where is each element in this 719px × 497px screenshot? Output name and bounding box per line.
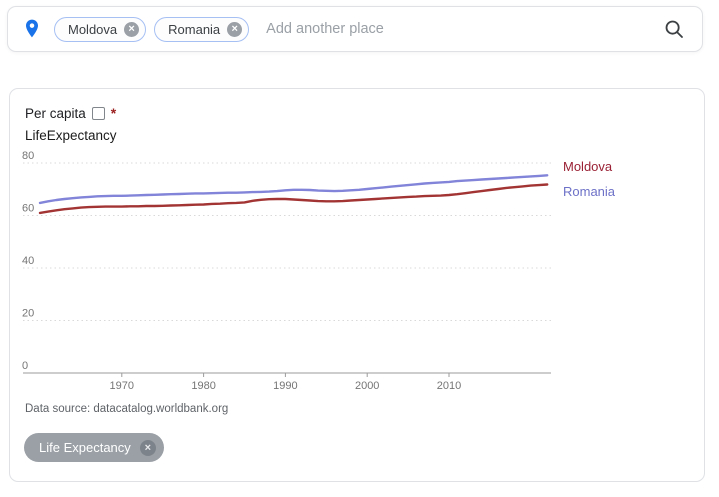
chart-legend: Moldova Romania xyxy=(563,159,615,199)
svg-text:2010: 2010 xyxy=(437,380,461,392)
svg-text:40: 40 xyxy=(22,255,34,267)
chart-title: LifeExpectancy xyxy=(25,128,117,143)
svg-text:1970: 1970 xyxy=(110,380,134,392)
place-chip-label: Romania xyxy=(168,21,221,37)
selected-places: Moldova × Romania × xyxy=(54,16,250,42)
svg-text:80: 80 xyxy=(22,150,34,162)
svg-text:1980: 1980 xyxy=(191,380,215,392)
place-chip-romania[interactable]: Romania × xyxy=(154,16,250,42)
required-marker: * xyxy=(110,105,117,121)
life-expectancy-line-chart: 0 20 40 60 80 1970 1980 1990 2000 2010 xyxy=(22,150,551,392)
legend-romania: Romania xyxy=(563,184,616,199)
metric-chip-life-expectancy[interactable]: Life Expectancy × xyxy=(24,433,164,462)
svg-text:60: 60 xyxy=(22,203,34,215)
metric-chip-label: Life Expectancy xyxy=(39,440,131,455)
place-search-bar: Moldova × Romania × xyxy=(7,6,703,52)
per-capita-label: Per capita xyxy=(25,105,86,121)
location-pin-icon xyxy=(24,19,40,39)
add-place-input[interactable] xyxy=(266,21,654,37)
per-capita-control: Per capita * xyxy=(25,105,116,121)
per-capita-checkbox[interactable] xyxy=(91,106,105,120)
remove-place-icon[interactable]: × xyxy=(124,21,140,37)
svg-text:2000: 2000 xyxy=(355,380,379,392)
place-chip-moldova[interactable]: Moldova × xyxy=(54,16,147,42)
search-icon[interactable] xyxy=(664,19,684,39)
remove-metric-icon[interactable]: × xyxy=(139,439,156,456)
data-source-text: Data source: datacatalog.worldbank.org xyxy=(25,403,229,415)
place-chip-label: Moldova xyxy=(68,21,118,37)
svg-text:20: 20 xyxy=(22,308,34,320)
svg-text:0: 0 xyxy=(22,360,28,372)
svg-text:1990: 1990 xyxy=(273,380,297,392)
remove-place-icon[interactable]: × xyxy=(227,21,243,37)
chart-panel: Per capita * LifeExpectancy 0 20 40 60 80 197… xyxy=(9,88,705,482)
legend-moldova: Moldova xyxy=(563,159,613,174)
